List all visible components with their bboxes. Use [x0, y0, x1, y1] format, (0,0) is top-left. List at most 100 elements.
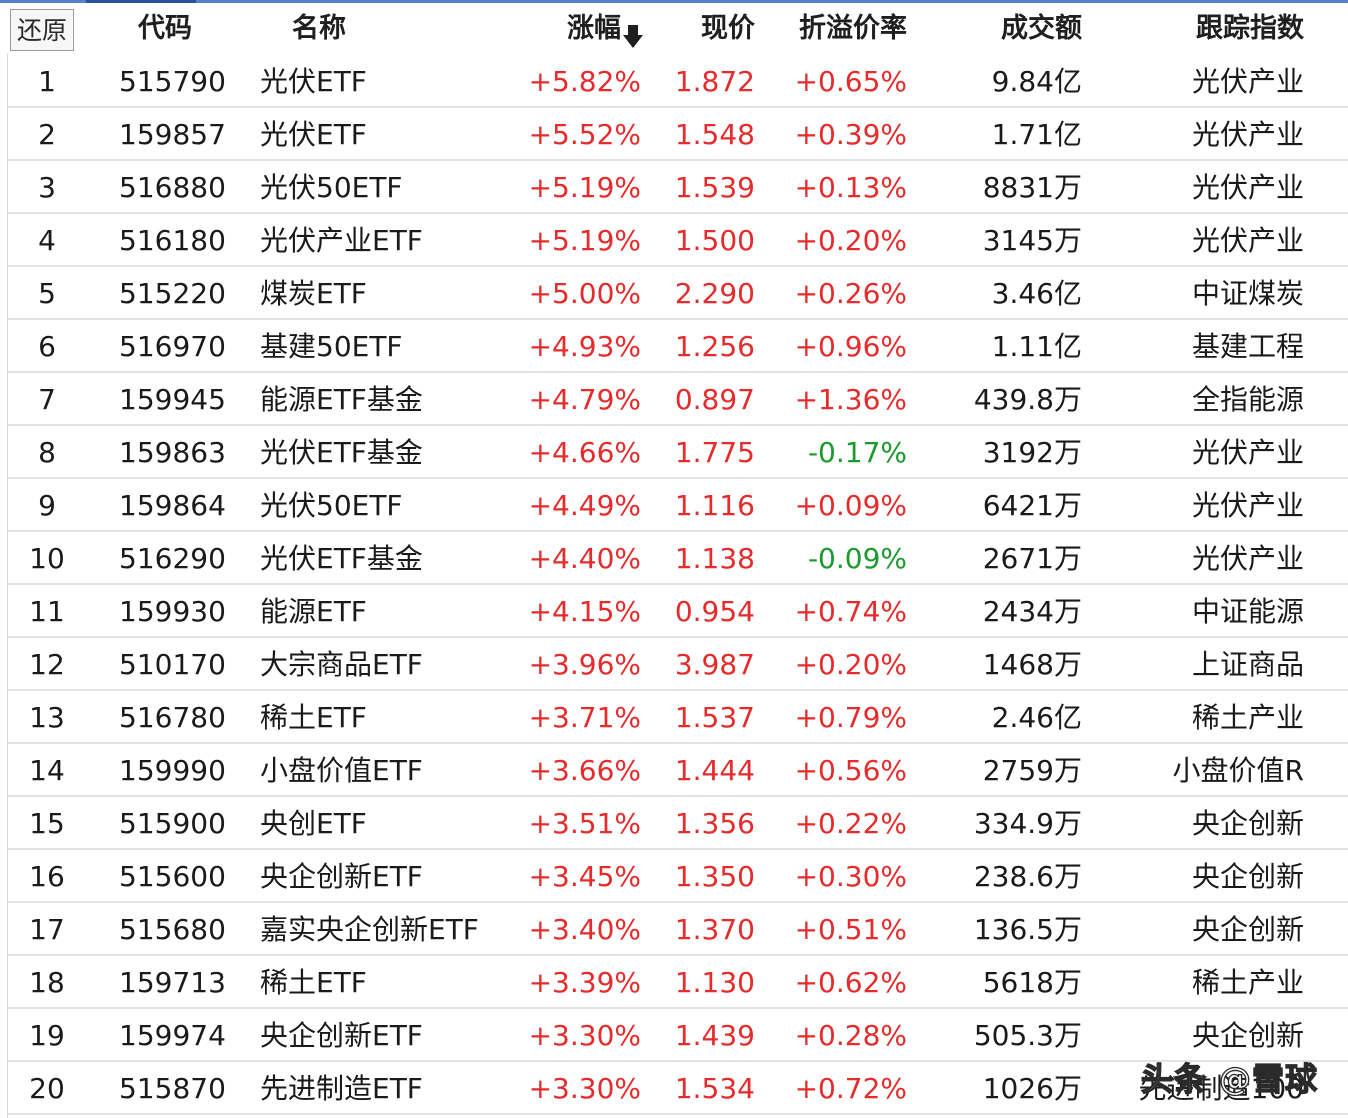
- restore-button[interactable]: 还原: [10, 9, 74, 51]
- table-row[interactable]: 19 159974 央企创新ETF +3.30% 1.439 +0.28% 505.3万 央企…: [8, 1009, 1348, 1062]
- row-name: 稀土ETF: [260, 701, 367, 734]
- row-change: +4.93%: [528, 330, 641, 363]
- row-premium: +0.96%: [794, 330, 907, 363]
- column-header-code[interactable]: 代码: [138, 13, 192, 44]
- row-volume: 8831万: [982, 171, 1082, 204]
- table-row[interactable]: 2 159857 光伏ETF +5.52% 1.548 +0.39% 1.71亿 光伏产业: [8, 108, 1348, 161]
- row-index: 15: [29, 807, 65, 840]
- sort-down-icon: [623, 15, 643, 48]
- row-index: 3: [38, 171, 56, 204]
- row-index: 18: [29, 966, 65, 999]
- row-volume: 136.5万: [973, 913, 1082, 946]
- row-index: 4: [38, 224, 56, 257]
- row-name: 嘉实央企创新ETF: [260, 913, 479, 946]
- row-code: 159974: [119, 1019, 226, 1052]
- table-row[interactable]: 20 515870 先进制造ETF +3.30% 1.534 +0.72% 1026万 先进制…: [8, 1062, 1348, 1115]
- row-tracking-index: 基建工程: [1191, 330, 1304, 363]
- column-header-change[interactable]: 涨幅: [567, 3, 643, 54]
- row-premium: +0.56%: [794, 754, 907, 787]
- table-row[interactable]: 3 516880 光伏50ETF +5.19% 1.539 +0.13% 8831万 光伏产业: [8, 161, 1348, 214]
- row-volume: 334.9万: [973, 807, 1082, 840]
- table-row[interactable]: 4 516180 光伏产业ETF +5.19% 1.500 +0.20% 3145万 光伏产业: [8, 214, 1348, 267]
- row-code: 516880: [119, 171, 226, 204]
- row-price: 1.872: [674, 65, 755, 98]
- row-name: 央创ETF: [260, 807, 367, 840]
- row-premium: +0.13%: [794, 171, 907, 204]
- column-header-volume[interactable]: 成交额: [1001, 13, 1082, 44]
- row-price: 1.138: [674, 542, 755, 575]
- table-row[interactable]: 7 159945 能源ETF基金 +4.79% 0.897 +1.36% 439.8万 全指能…: [8, 373, 1348, 426]
- active-tab-indicator: [86, 0, 196, 3]
- table-row[interactable]: 1 515790 光伏ETF +5.82% 1.872 +0.65% 9.84亿 光伏产业: [8, 55, 1348, 108]
- column-header-change-label: 涨幅: [567, 13, 621, 44]
- row-tracking-index: 光伏产业: [1191, 171, 1304, 204]
- column-header-index[interactable]: 跟踪指数: [1196, 13, 1304, 44]
- row-price: 1.539: [674, 171, 755, 204]
- row-change: +5.19%: [528, 171, 641, 204]
- row-change: +3.30%: [528, 1072, 641, 1105]
- row-code: 159864: [119, 489, 226, 522]
- row-name: 光伏50ETF: [260, 489, 403, 522]
- table-row[interactable]: 10 516290 光伏ETF基金 +4.40% 1.138 -0.09% 2671万 光伏产…: [8, 532, 1348, 585]
- table-row[interactable]: 11 159930 能源ETF +4.15% 0.954 +0.74% 2434万 中证能源: [8, 585, 1348, 638]
- row-tracking-index: 先进制造100: [1138, 1072, 1304, 1105]
- row-change: +4.79%: [528, 383, 641, 416]
- table-row[interactable]: 16 515600 央企创新ETF +3.45% 1.350 +0.30% 238.6万 央企…: [8, 850, 1348, 903]
- table-row[interactable]: 5 515220 煤炭ETF +5.00% 2.290 +0.26% 3.46亿 中证煤炭: [8, 267, 1348, 320]
- row-index: 5: [38, 277, 56, 310]
- row-price: 1.356: [674, 807, 755, 840]
- row-index: 13: [29, 701, 65, 734]
- column-header-name[interactable]: 名称: [292, 13, 346, 44]
- row-code: 515790: [119, 65, 226, 98]
- row-index: 17: [29, 913, 65, 946]
- row-price: 2.290: [674, 277, 755, 310]
- row-name: 煤炭ETF: [260, 277, 367, 310]
- row-volume: 1026万: [982, 1072, 1082, 1105]
- row-name: 能源ETF: [260, 595, 367, 628]
- row-code: 515220: [119, 277, 226, 310]
- row-tracking-index: 中证煤炭: [1191, 277, 1304, 310]
- column-header-price[interactable]: 现价: [701, 13, 755, 44]
- row-change: +5.82%: [528, 65, 641, 98]
- row-name: 央企创新ETF: [260, 860, 423, 893]
- row-name: 央企创新ETF: [260, 1019, 423, 1052]
- row-price: 1.775: [674, 436, 755, 469]
- row-code: 159713: [119, 966, 226, 999]
- row-code: 516780: [119, 701, 226, 734]
- row-code: 516180: [119, 224, 226, 257]
- row-volume: 3192万: [982, 436, 1082, 469]
- row-premium: +0.26%: [794, 277, 907, 310]
- row-name: 光伏ETF: [260, 65, 367, 98]
- row-change: +4.40%: [528, 542, 641, 575]
- row-change: +3.30%: [528, 1019, 641, 1052]
- table-row[interactable]: 13 516780 稀土ETF +3.71% 1.537 +0.79% 2.46亿 稀土产业: [8, 691, 1348, 744]
- row-price: 0.897: [674, 383, 755, 416]
- row-premium: +0.22%: [794, 807, 907, 840]
- row-change: +4.49%: [528, 489, 641, 522]
- row-premium: +0.74%: [794, 595, 907, 628]
- row-code: 510170: [119, 648, 226, 681]
- row-tracking-index: 光伏产业: [1191, 118, 1304, 151]
- row-index: 19: [29, 1019, 65, 1052]
- row-volume: 439.8万: [973, 383, 1082, 416]
- table-row[interactable]: 9 159864 光伏50ETF +4.49% 1.116 +0.09% 6421万 光伏产业: [8, 479, 1348, 532]
- table-row[interactable]: 14 159990 小盘价值ETF +3.66% 1.444 +0.56% 2759万 小盘价…: [8, 744, 1348, 797]
- table-row[interactable]: 12 510170 大宗商品ETF +3.96% 3.987 +0.20% 1468万 上证商…: [8, 638, 1348, 691]
- row-premium: +0.30%: [794, 860, 907, 893]
- column-header-premium[interactable]: 折溢价率: [799, 13, 907, 44]
- table-row[interactable]: 17 515680 嘉实央企创新ETF +3.40% 1.370 +0.51% 136.5万…: [8, 903, 1348, 956]
- table-header: 还原 代码 名称 涨幅 现价 折溢价率 成交额 跟踪指数: [0, 3, 1348, 54]
- row-premium: +0.20%: [794, 224, 907, 257]
- row-index: 1: [38, 65, 56, 98]
- row-change: +3.96%: [528, 648, 641, 681]
- row-price: 1.439: [674, 1019, 755, 1052]
- table-row[interactable]: 8 159863 光伏ETF基金 +4.66% 1.775 -0.17% 3192万 光伏产业: [8, 426, 1348, 479]
- table-row[interactable]: 6 516970 基建50ETF +4.93% 1.256 +0.96% 1.11亿 基建工程: [8, 320, 1348, 373]
- row-volume: 1.71亿: [991, 118, 1082, 151]
- table-row[interactable]: 15 515900 央创ETF +3.51% 1.356 +0.22% 334.9万 央企创新: [8, 797, 1348, 850]
- table-row[interactable]: 18 159713 稀土ETF +3.39% 1.130 +0.62% 5618万 稀土产业: [8, 956, 1348, 1009]
- row-name: 能源ETF基金: [260, 383, 423, 416]
- row-name: 大宗商品ETF: [260, 648, 423, 681]
- row-index: 11: [29, 595, 65, 628]
- row-tracking-index: 光伏产业: [1191, 65, 1304, 98]
